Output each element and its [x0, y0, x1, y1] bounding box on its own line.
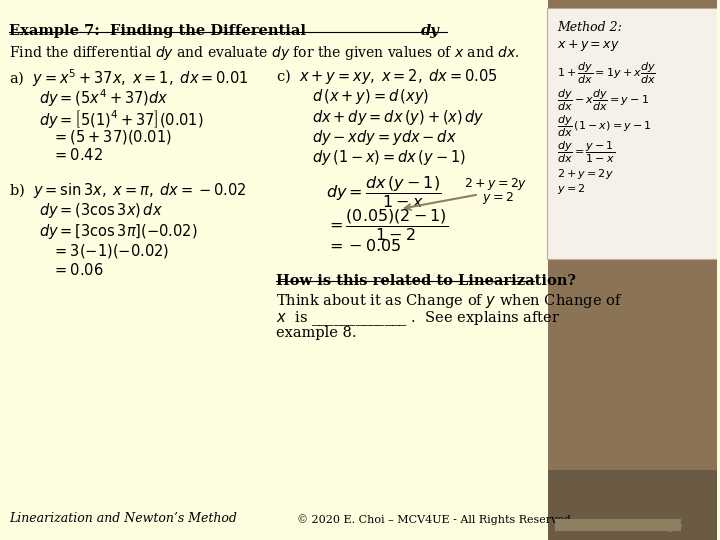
FancyArrowPatch shape: [558, 521, 680, 530]
Text: $\dfrac{dy}{dx} = \dfrac{y-1}{1-x}$: $\dfrac{dy}{dx} = \dfrac{y-1}{1-x}$: [557, 139, 615, 165]
Bar: [556, 519, 681, 531]
Text: $dy = \dfrac{dx\,(y-1)}{1-x}$: $dy = \dfrac{dx\,(y-1)}{1-x}$: [326, 174, 441, 210]
Text: © 2020 E. Choi – MCV4UE - All Rights Reserved: © 2020 E. Choi – MCV4UE - All Rights Res…: [297, 514, 572, 525]
Text: example 8.: example 8.: [276, 326, 356, 340]
Text: How is this related to Linearization?: How is this related to Linearization?: [276, 274, 576, 288]
Bar: [549, 0, 717, 470]
Text: $x$  is _____________ .  See explains after: $x$ is _____________ . See explains afte…: [276, 309, 560, 328]
Text: $2 + y = 2y$: $2 + y = 2y$: [557, 167, 613, 181]
Text: a)  $y = x^5 + 37x,\; x = 1,\; dx = 0.01$: a) $y = x^5 + 37x,\; x = 1,\; dx = 0.01$: [9, 67, 249, 89]
Text: $= -0.05$: $= -0.05$: [326, 238, 402, 254]
Text: $\dfrac{dy}{dx} - x\dfrac{dy}{dx} = y - 1$: $\dfrac{dy}{dx} - x\dfrac{dy}{dx} = y - …: [557, 87, 649, 113]
Text: $= (5 + 37)(0.01)$: $= (5 + 37)(0.01)$: [52, 128, 171, 146]
Text: Find the differential $dy$ and evaluate $dy$ for the given values of $x$ and $dx: Find the differential $dy$ and evaluate …: [9, 44, 520, 62]
Text: $2 + y = 2y$: $2 + y = 2y$: [464, 176, 528, 192]
Text: Example 7:  Finding the Differential: Example 7: Finding the Differential: [9, 24, 312, 38]
Text: $dy = \left[5\left(1\right)^4 + 37\right](0.01)$: $dy = \left[5\left(1\right)^4 + 37\right…: [40, 108, 204, 130]
Text: c)  $x + y = xy,\; x = 2,\; dx = 0.05$: c) $x + y = xy,\; x = 2,\; dx = 0.05$: [276, 67, 498, 86]
Text: $dy\,(1 - x) = dx\,(y - 1)$: $dy\,(1 - x) = dx\,(y - 1)$: [312, 148, 466, 167]
Text: $d\,(x + y) = d\,(xy)$: $d\,(x + y) = d\,(xy)$: [312, 87, 429, 106]
Text: b)  $y = \sin 3x,\; x = \pi,\; dx = -0.02$: b) $y = \sin 3x,\; x = \pi,\; dx = -0.02…: [9, 181, 247, 200]
Text: $\dfrac{dy}{dx}\,(1-x) = y - 1$: $\dfrac{dy}{dx}\,(1-x) = y - 1$: [557, 113, 652, 139]
Text: $dy = \left(5x^4 + 37\right)dx$: $dy = \left(5x^4 + 37\right)dx$: [40, 87, 169, 109]
Text: Method 2:: Method 2:: [557, 21, 622, 33]
Text: $dy = \left[3\cos 3\pi\right](-0.02)$: $dy = \left[3\cos 3\pi\right](-0.02)$: [40, 222, 198, 241]
Text: $= 0.42$: $= 0.42$: [52, 147, 103, 164]
Text: $= 0.06$: $= 0.06$: [52, 262, 103, 278]
Bar: [0, 0, 549, 540]
Text: Linearization and Newton’s Method: Linearization and Newton’s Method: [9, 512, 237, 525]
Text: Think about it as Change of $y$ when Change of: Think about it as Change of $y$ when Cha…: [276, 292, 622, 309]
Text: $= \dfrac{(0.05)(2-1)}{1-2}$: $= \dfrac{(0.05)(2-1)}{1-2}$: [326, 207, 449, 243]
Text: $y = 2$: $y = 2$: [557, 182, 585, 196]
Text: $x + y = xy$: $x + y = xy$: [557, 38, 620, 53]
Bar: [549, 470, 717, 540]
FancyBboxPatch shape: [547, 8, 719, 259]
Text: $y = 2$: $y = 2$: [482, 190, 513, 206]
Text: $dx + dy = dx\,(y) + (x)\,dy$: $dx + dy = dx\,(y) + (x)\,dy$: [312, 108, 485, 127]
Text: $dy = (3\cos 3x)\,dx$: $dy = (3\cos 3x)\,dx$: [40, 201, 163, 220]
Text: dy: dy: [420, 24, 439, 38]
Text: $dy - xdy = ydx - dx$: $dy - xdy = ydx - dx$: [312, 128, 457, 147]
Text: $= 3(-1)(-0.02)$: $= 3(-1)(-0.02)$: [52, 242, 168, 260]
Text: $1 + \dfrac{dy}{dx} = 1y + x\dfrac{dy}{dx}$: $1 + \dfrac{dy}{dx} = 1y + x\dfrac{dy}{d…: [557, 60, 656, 86]
